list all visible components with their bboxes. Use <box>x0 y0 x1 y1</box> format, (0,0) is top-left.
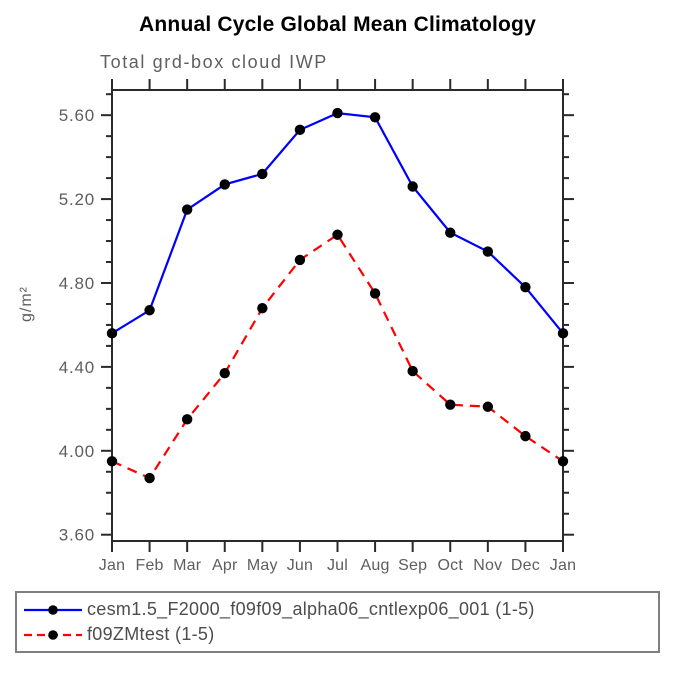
data-point-marker <box>144 472 155 484</box>
data-point-marker <box>369 288 381 299</box>
data-point-marker <box>557 328 569 339</box>
legend-marker-icon <box>48 629 58 640</box>
data-point-marker <box>557 456 569 467</box>
series-line-1 <box>111 233 564 480</box>
data-point-marker <box>294 124 306 136</box>
legend-item-f09zmtest: f09ZMtest (1-5) <box>22 624 658 645</box>
data-point-marker <box>482 246 494 257</box>
data-point-marker <box>181 414 193 425</box>
data-point-marker <box>257 302 268 314</box>
axis-ticks <box>101 79 574 552</box>
data-point-marker <box>407 365 418 377</box>
data-point-marker <box>257 168 268 180</box>
data-point-marker <box>520 430 531 442</box>
x-axis-tick-label: Oct <box>438 557 464 574</box>
x-axis-tick-label: Nov <box>473 557 502 574</box>
data-point-marker <box>144 305 155 316</box>
chart-title: Annual Cycle Global Mean Climatology <box>139 13 536 36</box>
x-axis-tick-label: Sep <box>398 557 427 574</box>
chart-subtitle: Total grd-box cloud IWP <box>100 52 328 72</box>
x-axis-tick-label: Jan <box>550 557 576 574</box>
x-axis-tick-label: Apr <box>212 557 238 574</box>
legend-line-sample-solid <box>24 604 82 615</box>
x-axis-tick-label: Feb <box>135 557 163 574</box>
chart-plot: Jan Feb Mar Apr May Jun Jul Aug Sep Oct Nov Dec Jan3… <box>59 79 576 574</box>
series-markers-1 <box>106 229 569 484</box>
data-point-marker <box>445 227 456 238</box>
x-axis-tick-labels: Jan Feb Mar Apr May Jun Jul Aug Sep Oct Nov Dec Jan <box>99 557 576 574</box>
legend-item-cesm: cesm1.5_F2000_f09f09_alpha06_cntlexp06_0… <box>22 599 658 620</box>
series-markers-0 <box>106 107 569 339</box>
y-axis-tick-label: 4.80 <box>59 274 95 293</box>
data-point-marker <box>332 229 343 240</box>
x-axis-tick-label: Jan <box>99 557 125 574</box>
data-point-marker <box>106 456 118 467</box>
x-axis-tick-label: Jul <box>327 557 348 574</box>
y-axis-tick-label: 5.20 <box>59 190 95 209</box>
data-point-marker <box>369 112 381 123</box>
y-axis-tick-label: 4.00 <box>59 442 95 461</box>
data-point-marker <box>219 367 230 379</box>
legend-label-cesm: cesm1.5_F2000_f09f09_alpha06_cntlexp06_0… <box>87 599 535 619</box>
legend-line-sample-dashed <box>24 629 82 640</box>
data-point-marker <box>332 107 343 119</box>
x-axis-tick-label: Aug <box>361 557 390 574</box>
x-axis-tick-label: Jun <box>287 557 313 574</box>
x-axis-tick-label: May <box>247 557 278 574</box>
y-axis-tick-label: 4.40 <box>59 358 95 377</box>
data-point-marker <box>407 181 418 192</box>
data-point-marker <box>445 399 456 410</box>
y-axis-tick-label: 3.60 <box>59 526 95 545</box>
x-axis-tick-label: Mar <box>173 557 202 574</box>
legend-marker-icon <box>48 604 58 615</box>
data-point-marker <box>520 281 531 293</box>
x-axis-tick-label: Dec <box>511 557 540 574</box>
series-line-0 <box>111 111 564 335</box>
data-point-marker <box>482 401 494 412</box>
data-point-marker <box>181 204 193 215</box>
y-axis-tick-label: 5.60 <box>59 106 95 125</box>
y-axis-tick-labels: 3.60 4.00 4.40 4.80 5.20 5.60 <box>59 106 95 545</box>
plot-frame <box>111 89 564 542</box>
data-point-marker <box>106 328 118 339</box>
data-point-marker <box>294 254 306 266</box>
legend-label-f09zmtest: f09ZMtest (1-5) <box>87 624 215 644</box>
data-point-marker <box>219 179 230 190</box>
legend: cesm1.5_F2000_f09f09_alpha06_cntlexp06_0… <box>15 591 660 653</box>
